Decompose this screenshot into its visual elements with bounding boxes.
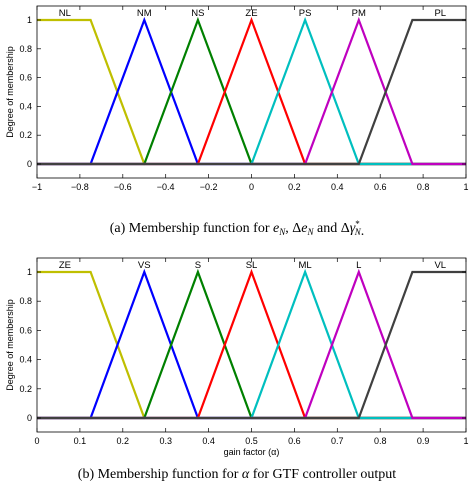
x-tick-label: 0.2 [117, 436, 130, 446]
x-tick-label: 0 [34, 436, 39, 446]
set-label-s: S [195, 260, 201, 271]
y-axis-title: Degree of membership [5, 46, 15, 138]
x-tick-label: 0 [249, 182, 254, 192]
x-tick-label: 0.8 [417, 182, 430, 192]
series-line-s [37, 268, 466, 420]
x-tick-label: 0.4 [202, 436, 215, 446]
x-tick-label: 0.2 [288, 182, 301, 192]
x-tick-label: 0.5 [245, 436, 258, 446]
x-tick-label: 1 [463, 182, 468, 192]
series-line-ml [37, 268, 466, 420]
plot-frame [36, 257, 467, 433]
x-tick-label: −1 [32, 182, 42, 192]
caption-a: (a) Membership function for eN, ΔeN and … [110, 219, 365, 239]
y-axis-title: Degree of membership [5, 299, 15, 391]
series-line-pm [37, 16, 466, 166]
x-tick-label: −0.8 [71, 182, 89, 192]
set-label-nm: NM [137, 8, 152, 19]
y-tick-label: 0.4 [19, 355, 32, 365]
x-axis-title: gain factor (α) [224, 447, 280, 457]
series-line-pl [37, 18, 466, 166]
y-tick-label: 0.8 [19, 296, 32, 306]
chart-panel-b: ZE VS S SL ML L VL 0 0.1 0.2 0.3 0.4 0.5 0.6 0.7 0.8 0.9… [5, 257, 469, 482]
series-line-sl [37, 268, 466, 420]
caption-b: (b) Membership function for α for GTF co… [78, 467, 397, 482]
set-label-ns: NS [191, 8, 204, 19]
set-label-ml: ML [299, 260, 312, 271]
set-label-l: L [356, 260, 361, 271]
x-tick-label: 0.8 [374, 436, 387, 446]
x-tick-label: −0.2 [200, 182, 218, 192]
series-line-ze [37, 270, 466, 420]
y-tick-label: 0.6 [19, 325, 32, 335]
set-label-nl: NL [59, 8, 71, 19]
y-tick-label: 0 [27, 413, 32, 423]
series-line-ps [37, 16, 466, 166]
x-tick-label: −0.6 [114, 182, 132, 192]
set-label-sl: SL [246, 260, 258, 271]
x-tick-label: 0.3 [159, 436, 172, 446]
series-line-ze [37, 16, 466, 166]
series-line-vl [37, 270, 466, 420]
set-label-ze: ZE [245, 8, 257, 19]
set-label-ps: PS [299, 8, 312, 19]
y-tick-label: 0.4 [19, 101, 32, 111]
x-tick-label: 0.6 [288, 436, 301, 446]
x-tick-label: 0.7 [331, 436, 344, 446]
y-tick-label: 0.6 [19, 73, 32, 83]
chart-panel-a: NL NM NS ZE PS PM PL −1 −0.8 −0.6 −0.4 −0.2 0 0.2 0.4 0… [5, 5, 469, 239]
set-label-vs: VS [138, 260, 151, 271]
y-tick-label: 0.2 [19, 130, 32, 140]
x-tick-label: 0.9 [417, 436, 430, 446]
x-tick-label: −0.4 [157, 182, 175, 192]
set-label-pl: PL [434, 8, 446, 19]
set-label-ze: ZE [59, 260, 71, 271]
y-tick-label: 0.8 [19, 44, 32, 54]
y-tick-label: 0.2 [19, 384, 32, 394]
plot-frame [36, 5, 467, 179]
x-tick-label: 0.4 [331, 182, 344, 192]
series-line-nl [37, 18, 466, 166]
set-label-vl: VL [434, 260, 446, 271]
y-tick-label: 0 [27, 159, 32, 169]
x-tick-label: 0.1 [74, 436, 87, 446]
series-line-ns [37, 16, 466, 166]
x-tick-label: 1 [463, 436, 468, 446]
y-tick-label: 1 [27, 267, 32, 277]
series-line-vs [37, 268, 466, 420]
y-tick-label: 1 [27, 15, 32, 25]
series-line-l [37, 268, 466, 420]
set-label-pm: PM [352, 8, 366, 19]
series-line-nm [37, 16, 466, 166]
x-tick-label: 0.6 [374, 182, 387, 192]
